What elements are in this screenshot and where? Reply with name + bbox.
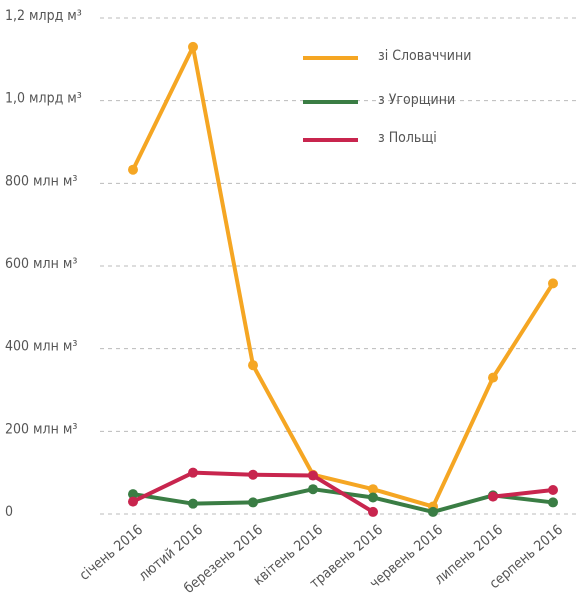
point [548,485,558,496]
y-tick-label: 600 млн м³ [5,256,77,272]
point [188,467,198,478]
legend-label: зі Словаччини [378,48,471,64]
y-tick-label: 200 млн м³ [5,421,77,437]
series-line [131,44,555,509]
point [128,164,138,175]
point [308,470,318,481]
point [548,497,558,508]
point [248,469,258,480]
point [488,372,498,383]
point [188,41,198,52]
point [368,484,378,495]
point [368,506,378,517]
point [188,498,198,509]
point [488,491,498,502]
point [128,489,138,500]
x-tick-label: січень 2016 [77,522,147,584]
y-tick-label: 1,0 млрд м³ [5,91,82,107]
point [248,497,258,508]
point [428,506,438,517]
point [248,360,258,371]
y-tick-label: 400 млн м³ [5,339,77,355]
y-tick-label: 1,2 млрд м³ [5,8,82,24]
y-tick-label: 800 млн м³ [5,173,77,189]
point [368,492,378,503]
legend-label: з Польщі [378,130,437,146]
point [308,484,318,495]
legend-label: з Угорщини [378,92,455,108]
point [548,278,558,289]
point [128,496,138,507]
y-tick-label: 0 [5,504,13,520]
